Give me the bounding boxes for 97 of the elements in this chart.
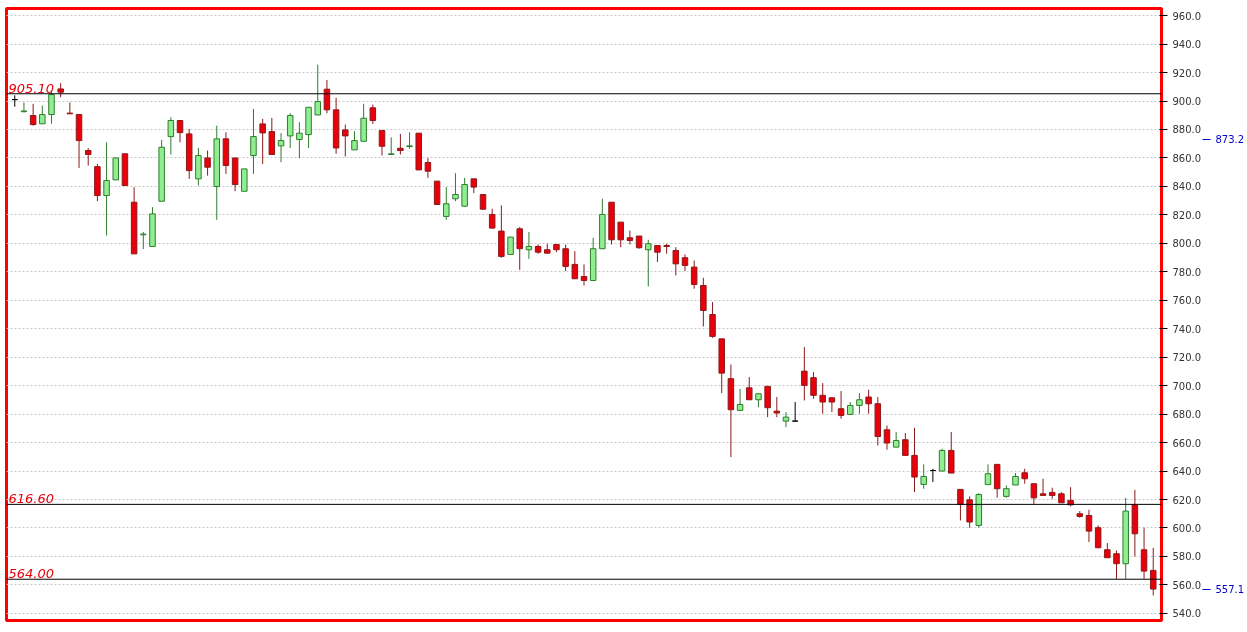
y2-tick-label: 873.2 — [1215, 134, 1245, 146]
candlestick — [902, 432, 909, 456]
candlestick — [286, 112, 294, 149]
candlestick — [20, 101, 28, 113]
y-tick-label: 680.0 — [1172, 409, 1202, 421]
y-tick-label: 700.0 — [1172, 380, 1202, 392]
candlestick — [369, 104, 377, 125]
candlestick — [443, 186, 450, 221]
candlestick — [645, 239, 652, 287]
candlestick — [1113, 549, 1120, 580]
candlestick — [1085, 509, 1093, 543]
candlestick — [378, 130, 386, 157]
candlestick — [736, 388, 744, 411]
y-tick-label: 840.0 — [1172, 181, 1202, 193]
candlestick — [1030, 483, 1038, 505]
candlestick — [1149, 547, 1157, 596]
candlestick — [250, 108, 257, 175]
candlestick — [810, 371, 817, 400]
candlestick — [296, 121, 303, 159]
candlestick — [746, 376, 753, 401]
candlestick — [314, 64, 321, 116]
candlestick — [424, 157, 432, 179]
candlestick — [920, 463, 927, 490]
candlestick — [837, 390, 845, 420]
ref-line-label: 616.60 — [8, 491, 54, 507]
candlestick — [690, 259, 698, 290]
candlestick — [911, 427, 918, 493]
candlestick — [433, 180, 441, 205]
y-tick-label: 620.0 — [1172, 494, 1202, 506]
y-tick-label: 820.0 — [1172, 209, 1202, 221]
y-tick-label: 600.0 — [1172, 522, 1202, 534]
candlestick — [1140, 527, 1148, 580]
ref-line-label: 905.10 — [8, 80, 54, 96]
candlestick — [103, 141, 110, 237]
candlestick — [277, 132, 285, 163]
candlestick — [856, 392, 863, 415]
candlestick — [488, 208, 496, 230]
y-tick-label: 800.0 — [1172, 238, 1202, 250]
candlestick — [241, 168, 248, 192]
candlestick — [957, 488, 964, 521]
candlestick — [791, 401, 799, 422]
candlestick — [709, 301, 716, 339]
y-tick-label: 760.0 — [1172, 295, 1202, 307]
candlestick — [259, 118, 266, 165]
y-tick-label: 880.0 — [1172, 124, 1202, 136]
candlestick — [773, 396, 781, 418]
y-tick-label: 940.0 — [1172, 39, 1202, 51]
candlestick — [819, 382, 826, 415]
candlestick — [516, 226, 523, 271]
y-tick-label: 540.0 — [1172, 608, 1202, 620]
candlestick — [865, 389, 872, 415]
candlestick — [167, 116, 175, 156]
candlestick — [801, 346, 808, 401]
candlestick — [66, 101, 74, 115]
candlestick — [984, 463, 992, 486]
candlestick — [562, 243, 569, 272]
candlestick — [828, 397, 836, 413]
y-tick-label: 660.0 — [1172, 437, 1202, 449]
candlestick — [342, 124, 349, 158]
y-tick-label: 900.0 — [1172, 96, 1202, 108]
candlestick — [204, 150, 211, 177]
y-tick-label: 740.0 — [1172, 323, 1202, 335]
y-tick-label: 720.0 — [1172, 352, 1202, 364]
candlestick — [461, 177, 468, 207]
candlestick — [268, 117, 276, 156]
candlestick — [580, 263, 588, 286]
candlestick — [452, 172, 459, 202]
candlestick — [966, 495, 973, 529]
candlestick — [938, 448, 946, 472]
candlestick — [883, 425, 891, 451]
candlestick — [1039, 478, 1047, 496]
candlestick — [681, 253, 689, 272]
y-tick-label: 560.0 — [1172, 579, 1202, 591]
y-tick-label: 920.0 — [1172, 67, 1202, 79]
y-tick-label: 640.0 — [1172, 466, 1202, 478]
candlestick — [176, 120, 184, 143]
candlestick — [351, 130, 358, 151]
candlestick — [39, 105, 46, 125]
y-tick-label: 860.0 — [1172, 152, 1202, 164]
candlestick — [29, 103, 37, 127]
candlestick — [1094, 524, 1102, 549]
y-tick-label: 960.0 — [1172, 10, 1202, 22]
candlestick — [571, 250, 579, 280]
ref-line-label: 564.00 — [8, 566, 54, 582]
candlestick — [195, 147, 202, 187]
candlestick — [948, 431, 955, 474]
candlestick — [112, 157, 120, 181]
candlestick — [617, 221, 624, 248]
candlestick — [782, 411, 790, 428]
candlestick — [626, 230, 634, 245]
y-tick-label: 580.0 — [1172, 551, 1202, 563]
candlestick — [397, 133, 404, 156]
candlestick — [672, 246, 680, 276]
candlestick — [360, 103, 367, 142]
y-tick-label: 780.0 — [1172, 266, 1202, 278]
candlestick — [764, 385, 771, 418]
y2-tick-label: 557.1 — [1215, 584, 1245, 596]
